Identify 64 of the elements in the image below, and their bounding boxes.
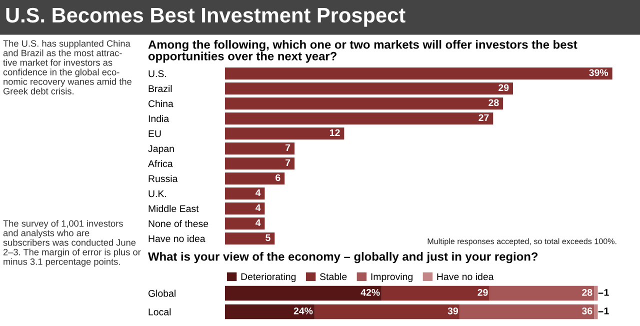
y-tick-label: U.S. — [148, 70, 166, 78]
y-tick-label: Global — [148, 290, 176, 297]
data-label: 1 — [604, 289, 609, 296]
legend-label: Deteriorating — [241, 272, 296, 282]
data-label: 27 — [478, 114, 489, 122]
y-tick-label: EU — [148, 130, 161, 138]
y-tick-label: U.K. — [148, 190, 166, 198]
data-label: 1 — [604, 308, 609, 314]
data-label: 28 — [582, 288, 592, 296]
bar — [382, 286, 490, 301]
bar — [314, 304, 460, 320]
bar — [225, 172, 285, 184]
bar — [225, 98, 504, 110]
y-tick-label: Local — [148, 308, 171, 316]
data-label: 29 — [498, 84, 509, 92]
y-tick-label: Africa — [148, 160, 173, 168]
data-label: 39 — [448, 307, 458, 314]
data-label: 4 — [255, 204, 261, 212]
text: The U.S. has supplanted China and Brazil as the most attrac- tive market for investors as confidence in the global eco- nomic recovery wanes amid the Greek debt crisis. — [3, 40, 132, 94]
data-label: 42% — [360, 288, 380, 296]
data-label: 7 — [286, 144, 290, 152]
data-label: 24% — [294, 307, 313, 314]
legend-label: Have no idea — [437, 272, 494, 280]
chart-title: What is your view of the economy – globally and just in your region? — [148, 252, 538, 264]
y-tick-label: Middle East — [148, 204, 199, 212]
bar — [225, 188, 265, 200]
data-label: 39% — [589, 69, 608, 76]
bar — [225, 218, 265, 230]
data-label: 6 — [276, 174, 280, 182]
bar — [225, 158, 295, 170]
annotation: Multiple responses accepted, so total exceeds 100%. — [428, 238, 616, 246]
text: The survey of 1,001 investors and analysts who are subscribers was conducted June 2–3. The margin of error is plus or minus 3.1 percentage points. — [3, 220, 141, 267]
data-label: 12 — [330, 129, 340, 136]
bar — [594, 304, 598, 320]
chart-title: Among the following, which one or two markets will offer investors the best opportunities over the next year? — [148, 40, 578, 63]
data-label: 36 — [582, 307, 592, 314]
y-tick-label: Have no idea — [148, 234, 206, 242]
data-label: 5 — [266, 234, 270, 242]
legend-label: Improving — [371, 272, 413, 282]
legend-label: Stable — [320, 272, 347, 280]
bar — [225, 142, 295, 154]
y-tick-label: India — [148, 114, 170, 122]
text: U.S. Becomes Best Investment Prospect — [6, 8, 406, 27]
data-label: 28 — [488, 99, 499, 106]
bar — [225, 128, 344, 140]
bar — [225, 68, 612, 80]
bar — [225, 202, 265, 214]
y-tick-label: Russia — [148, 174, 178, 182]
bar — [225, 304, 314, 320]
data-label: 4 — [255, 219, 261, 226]
data-label: 4 — [255, 189, 261, 196]
data-label: 29 — [478, 288, 488, 296]
y-tick-label: China — [148, 100, 174, 108]
bar — [225, 232, 275, 244]
bar — [490, 286, 594, 301]
bar — [594, 286, 598, 301]
y-tick-label: None of these — [148, 220, 208, 228]
bar — [225, 82, 514, 94]
y-tick-label: Japan — [148, 145, 174, 154]
data-label: 7 — [286, 159, 290, 166]
y-tick-label: Brazil — [148, 84, 172, 92]
bar — [225, 286, 382, 301]
bar — [460, 304, 594, 320]
bar — [225, 112, 494, 124]
